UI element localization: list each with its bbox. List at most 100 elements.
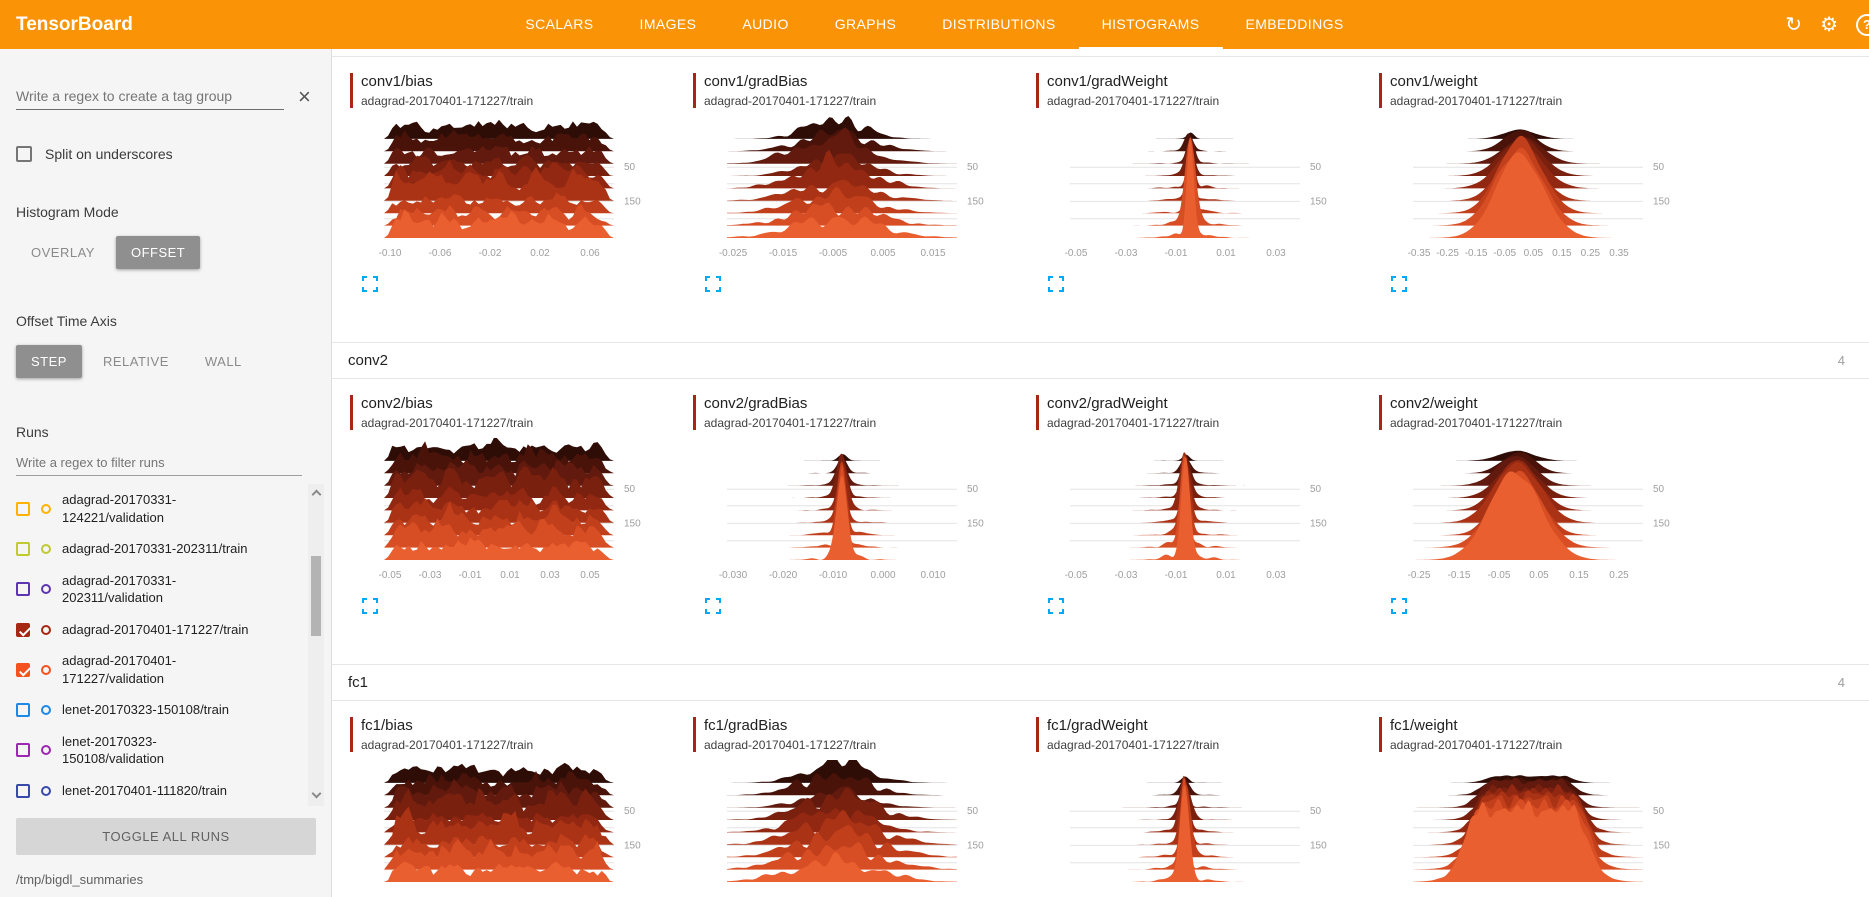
histogram-chart[interactable]: 50 150 (699, 760, 1019, 897)
histogram-chart[interactable]: 50 150 (1385, 760, 1705, 897)
run-color-circle[interactable] (41, 503, 51, 514)
expand-card-button[interactable] (705, 276, 721, 292)
run-checkbox[interactable] (16, 582, 30, 597)
tab-audio[interactable]: AUDIO (742, 15, 789, 32)
run-color-circle[interactable] (41, 745, 51, 756)
run-row[interactable]: adagrad-20170401-171227/train (16, 614, 324, 646)
tag-group-header-conv2[interactable]: conv2 4 (332, 342, 1869, 379)
tab-embeddings[interactable]: EMBEDDINGS (1245, 15, 1344, 32)
card-titles: conv1/weight adagrad-20170401-171227/trai… (1390, 73, 1562, 108)
run-row[interactable]: lenet-20170401-111820/train (16, 775, 324, 806)
run-color-bar (350, 73, 353, 108)
tag-group-name: conv2 (348, 352, 389, 369)
expand-card-button[interactable] (1391, 276, 1407, 292)
tab-graphs[interactable]: GRAPHS (834, 15, 897, 32)
tag-group-header-fc1[interactable]: fc1 4 (332, 664, 1869, 701)
card-title: fc1/gradWeight (1047, 717, 1148, 734)
card-header: conv1/bias adagrad-20170401-171227/train (350, 73, 693, 108)
run-row[interactable]: lenet-20170323-150108/train (16, 694, 324, 726)
offset-axis-step-button[interactable]: STEP (16, 345, 82, 378)
histogram-chart[interactable]: 50 150 -0.030 -0.020 -0.010 0.000 0.010 (699, 438, 1019, 588)
run-checkbox[interactable] (16, 703, 30, 718)
histogram-chart[interactable]: 50 150 -0.05 -0.03 -0.01 0.01 0.03 0.05 (356, 438, 676, 588)
svg-text:-0.030: -0.030 (719, 570, 748, 581)
split-underscores-checkbox[interactable] (16, 146, 32, 162)
histogram-chart[interactable]: 50 150 -0.35 -0.25 -0.15 -0.05 0.05 0.15 0.25 0.3… (1385, 116, 1705, 266)
svg-text:0.06: 0.06 (580, 248, 600, 259)
expand-card-button[interactable] (1048, 598, 1064, 614)
expand-icon[interactable] (705, 598, 721, 614)
offset-axis-wall-button[interactable]: WALL (204, 354, 242, 369)
run-checkbox[interactable] (16, 622, 30, 637)
refresh-icon[interactable]: ↻ (1785, 13, 1803, 36)
histogram-chart[interactable]: 50 150 (1042, 760, 1362, 897)
run-row[interactable]: lenet-20170323-150108/validation (16, 726, 324, 775)
run-row[interactable]: adagrad-20170331-202311/validation (16, 565, 324, 614)
run-color-circle[interactable] (41, 785, 51, 796)
svg-text:-0.35: -0.35 (1408, 248, 1431, 259)
card-title: conv1/weight (1390, 73, 1478, 90)
run-checkbox[interactable] (16, 783, 30, 798)
expand-card-button[interactable] (362, 598, 378, 614)
card-header: conv2/weight adagrad-20170401-171227/trai… (1379, 395, 1722, 430)
help-icon[interactable]: ? (1856, 13, 1869, 36)
expand-card-button[interactable] (1048, 276, 1064, 292)
scroll-down-icon[interactable] (311, 788, 321, 799)
run-checkbox[interactable] (16, 662, 30, 677)
histogram-mode-label: Histogram Mode (16, 204, 119, 220)
toggle-all-runs-button[interactable]: TOGGLE ALL RUNS (16, 818, 316, 855)
expand-icon[interactable] (362, 598, 378, 614)
histogram-chart[interactable]: 50 150 -0.10 -0.06 -0.02 0.02 0.06 (356, 116, 676, 266)
card-titles: conv1/gradBias adagrad-20170401-171227/tr… (704, 73, 876, 108)
expand-icon[interactable] (1048, 598, 1064, 614)
split-underscores-row[interactable]: Split on underscores (16, 146, 331, 162)
run-color-circle[interactable] (41, 705, 51, 716)
run-checkbox[interactable] (16, 501, 30, 516)
tab-images[interactable]: IMAGES (639, 15, 697, 32)
expand-card-button[interactable] (362, 276, 378, 292)
histogram-chart[interactable]: 50 150 -0.025 -0.015 -0.005 0.005 0.015 (699, 116, 1019, 266)
run-row[interactable]: adagrad-20170331-124221/validation (16, 484, 324, 533)
scroll-up-icon[interactable] (311, 489, 321, 500)
expand-card-button[interactable] (1391, 598, 1407, 614)
expand-icon[interactable] (1048, 276, 1064, 292)
histogram-chart[interactable]: 50 150 -0.05 -0.03 -0.01 0.01 0.03 (1042, 438, 1362, 588)
expand-icon[interactable] (705, 276, 721, 292)
expand-card-button[interactable] (705, 598, 721, 614)
settings-icon[interactable]: ⚙ (1820, 13, 1838, 36)
run-color-circle[interactable] (41, 664, 51, 675)
svg-text:0.05: 0.05 (580, 570, 600, 581)
tab-scalars[interactable]: SCALARS (525, 15, 594, 32)
card-run-name: adagrad-20170401-171227/train (704, 416, 877, 430)
expand-icon[interactable] (1391, 598, 1407, 614)
svg-text:150: 150 (624, 518, 641, 529)
run-row[interactable]: adagrad-20170401-171227/validation (16, 645, 324, 694)
run-checkbox[interactable] (16, 743, 30, 758)
scrollbar-thumb[interactable] (311, 556, 321, 636)
tag-group-regex-input[interactable] (16, 83, 284, 110)
histogram-mode-overlay-button[interactable]: OVERLAY (31, 245, 95, 260)
histogram-card: conv2/weight adagrad-20170401-171227/trai… (1379, 395, 1722, 664)
expand-icon[interactable] (1391, 276, 1407, 292)
tab-distributions[interactable]: DISTRIBUTIONS (942, 15, 1056, 32)
tab-histograms[interactable]: HISTOGRAMS (1078, 0, 1223, 49)
run-checkbox[interactable] (16, 541, 30, 556)
runs-filter-input[interactable] (16, 450, 302, 476)
histogram-chart[interactable]: 50 150 -0.05 -0.03 -0.01 0.01 0.03 (1042, 116, 1362, 266)
expand-icon[interactable] (362, 276, 378, 292)
histogram-mode-offset-button[interactable]: OFFSET (115, 236, 201, 269)
run-color-circle[interactable] (41, 584, 51, 595)
runs-scrollbar[interactable] (308, 484, 324, 806)
card-titles: conv1/gradWeight adagrad-20170401-171227/… (1047, 73, 1219, 108)
offset-axis-relative-button[interactable]: RELATIVE (102, 354, 169, 369)
histogram-chart[interactable]: 50 150 -0.25 -0.15 -0.05 0.05 0.15 0.25 (1385, 438, 1705, 588)
close-icon[interactable]: × (298, 83, 311, 109)
run-row[interactable]: adagrad-20170331-202311/train (16, 533, 324, 565)
run-color-bar (1379, 73, 1382, 108)
svg-text:-0.03: -0.03 (419, 570, 442, 581)
run-color-circle[interactable] (41, 624, 51, 635)
scrollbar-track[interactable] (311, 504, 321, 784)
histogram-chart[interactable]: 50 150 (356, 760, 676, 897)
run-color-circle[interactable] (41, 543, 51, 554)
card-run-name: adagrad-20170401-171227/train (361, 738, 534, 752)
